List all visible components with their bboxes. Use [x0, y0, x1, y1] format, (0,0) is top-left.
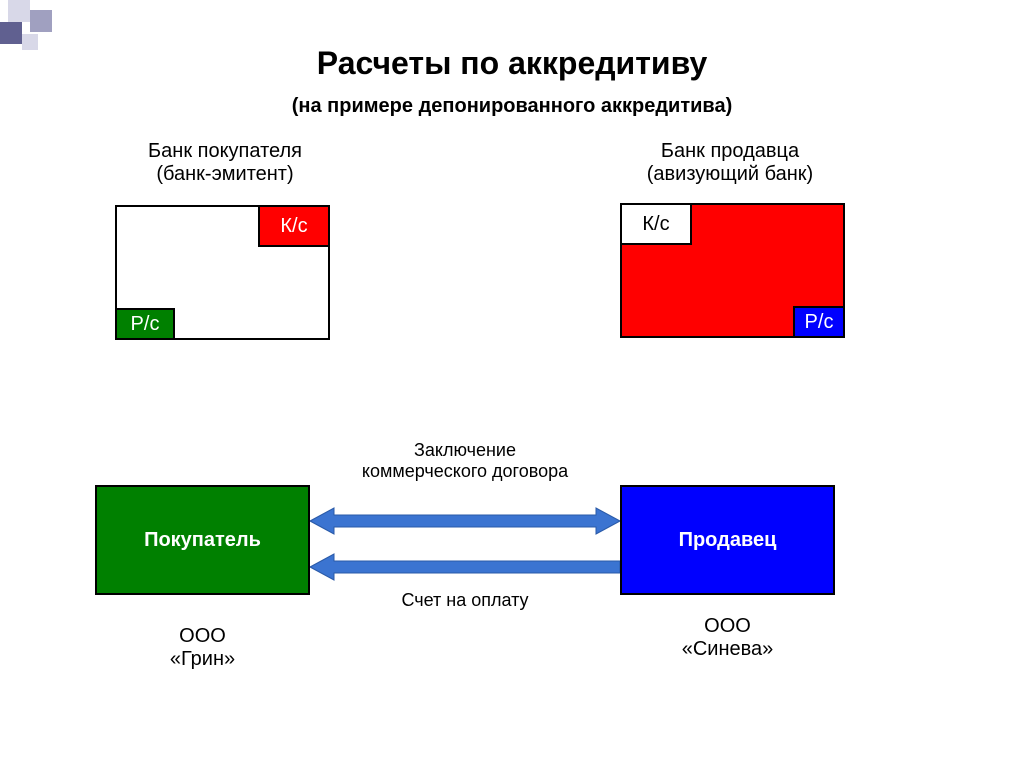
- bank-left-kc: К/с: [258, 205, 330, 247]
- page-subtitle: (на примере депонированного аккредитива): [0, 95, 1024, 118]
- seller-company-line1: ООО: [620, 615, 835, 638]
- arrow-bottom-label: Счет на оплату: [315, 590, 615, 611]
- arrow-top-label-line2: коммерческого договора: [315, 461, 615, 482]
- bank-right-label-line2: (авизующий банк): [600, 163, 860, 186]
- bank-left-label: Банк покупателя (банк-эмитент): [95, 140, 355, 186]
- buyer-company-line2: «Грин»: [95, 648, 310, 671]
- left-arrow-icon: [310, 552, 620, 582]
- bank-left-rc: Р/с: [115, 308, 175, 340]
- arrow-top-label: Заключение коммерческого договора: [315, 440, 615, 482]
- bank-right-rc: Р/с: [793, 306, 845, 338]
- bank-right-label: Банк продавца (авизующий банк): [600, 140, 860, 186]
- buyer-company-line1: ООО: [95, 625, 310, 648]
- page-title: Расчеты по аккредитиву: [0, 45, 1024, 82]
- buyer-box: Покупатель: [95, 485, 310, 595]
- buyer-company: ООО «Грин»: [95, 625, 310, 671]
- buyer-label: Покупатель: [144, 529, 261, 552]
- bank-left-label-line2: (банк-эмитент): [95, 163, 355, 186]
- bank-right-label-line1: Банк продавца: [600, 140, 860, 163]
- seller-label: Продавец: [679, 529, 777, 552]
- bank-right-kc: К/с: [620, 203, 692, 245]
- seller-box: Продавец: [620, 485, 835, 595]
- seller-company-line2: «Синева»: [620, 638, 835, 661]
- double-arrow-icon: [310, 506, 620, 536]
- seller-company: ООО «Синева»: [620, 615, 835, 661]
- arrow-top-label-line1: Заключение: [315, 440, 615, 461]
- bank-left-label-line1: Банк покупателя: [95, 140, 355, 163]
